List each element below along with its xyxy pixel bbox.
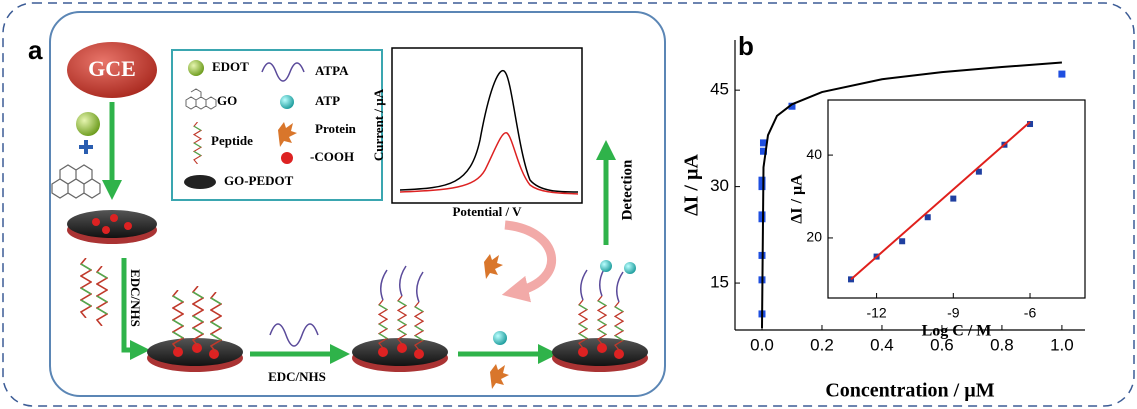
x-tick-label: 0.2	[810, 335, 834, 354]
x-tick-label: -6	[1024, 305, 1037, 321]
panel-label: a	[28, 35, 43, 65]
electrode-disc	[552, 338, 648, 372]
x-tick-label: -9	[947, 305, 960, 321]
electrode-disc	[67, 210, 157, 244]
peptide	[81, 258, 91, 318]
y-axis-title: ΔI / µA	[789, 174, 806, 224]
legend-text: GO-PEDOT	[224, 173, 294, 188]
x-tick-label: 0.4	[870, 335, 894, 354]
legend-text: EDOT	[212, 59, 249, 74]
data-point	[925, 214, 931, 220]
edot-icon	[76, 112, 100, 136]
peptide	[97, 266, 107, 326]
data-point	[758, 183, 765, 190]
legend-text: Protein	[315, 121, 357, 136]
atp-icon	[280, 95, 294, 109]
y-tick-label: 20	[806, 229, 822, 245]
data-point	[899, 238, 905, 244]
data-point	[758, 177, 765, 184]
legend-text: ATPA	[315, 63, 349, 78]
step-label: EDC/NHS	[268, 369, 326, 384]
dpv-box	[392, 48, 582, 203]
inset-frame	[828, 100, 1085, 298]
cooh-icon	[281, 152, 293, 164]
legend-text: ATP	[315, 93, 340, 108]
go-icon	[52, 165, 100, 198]
step-label: EDC/NHS	[128, 269, 143, 327]
peptide	[398, 296, 406, 344]
legend-text: Peptide	[211, 133, 253, 148]
figure: a GCE EDC/NHS EDOT GO Peptide GO-PEDOT A…	[0, 0, 1137, 409]
y-tick-label: 15	[710, 273, 729, 292]
legend-text: GO	[217, 93, 237, 108]
protein-icon	[490, 364, 509, 389]
axis-title: Current / µA	[371, 88, 386, 161]
edot-icon	[188, 60, 204, 76]
peptide	[193, 286, 203, 346]
curved-arrow	[505, 225, 552, 292]
protein-icon	[484, 254, 503, 279]
electrode-disc	[352, 338, 448, 372]
x-axis-title: Concentration / µM	[825, 380, 994, 402]
y-tick-label: 30	[710, 176, 729, 195]
y-tick-label: 40	[806, 146, 822, 162]
x-tick-label: -12	[866, 305, 886, 321]
data-point	[950, 196, 956, 202]
panel-label: b	[738, 31, 754, 61]
x-tick-label: 0.8	[990, 335, 1014, 354]
atp-icon	[493, 331, 507, 345]
x-tick-label: 1.0	[1050, 335, 1074, 354]
atpa-icon	[270, 324, 318, 346]
detection-label: Detection	[619, 159, 635, 220]
x-axis-title: Log C / M	[922, 323, 992, 340]
axis-title: Potential / V	[452, 204, 522, 219]
x-tick-label: 0.0	[750, 335, 774, 354]
data-point	[758, 211, 765, 218]
gce-label: GCE	[88, 56, 136, 81]
atp-icon	[624, 262, 636, 274]
plus	[79, 140, 93, 154]
data-point	[1058, 71, 1065, 78]
atp-icon	[600, 260, 612, 272]
y-axis-title: ΔI / µA	[681, 154, 703, 216]
page: {"panel_a": {"label": "a", "gce": "GCE",…	[0, 0, 1137, 409]
peptide	[598, 296, 606, 344]
y-tick-label: 45	[710, 80, 729, 99]
legend-text: -COOH	[310, 149, 354, 164]
go-pedot-icon	[184, 175, 216, 189]
